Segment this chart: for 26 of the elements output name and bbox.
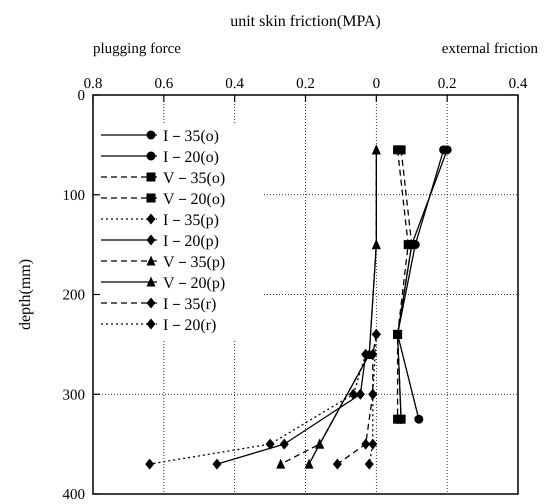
legend-label: I－20(r): [163, 317, 216, 334]
legend-label: I－35(r): [163, 296, 216, 313]
legend-label: I－20(p): [163, 233, 219, 250]
legend-label: V－20(p): [163, 275, 226, 292]
text: external friction: [442, 41, 538, 57]
legend-label: I－35(p): [163, 212, 219, 229]
x-tick-label: 0.8: [84, 76, 102, 92]
y-tick-label: 100: [62, 188, 85, 204]
legend-label: V－35(p): [163, 254, 226, 271]
y-tick-label: 300: [62, 387, 85, 404]
y-tick-label: 200: [62, 288, 85, 304]
y-tick-label: 0: [78, 88, 85, 104]
legend-label: V－20(o): [163, 191, 226, 208]
x-tick-label: 0.2: [438, 76, 457, 92]
x-tick-label: 0.2: [296, 76, 315, 92]
legend-label: V－35(o): [163, 170, 226, 187]
x-tick-label: 0.4: [225, 76, 245, 92]
x-tick-label: 0.4: [508, 76, 528, 92]
legend-label: I－20(o): [163, 149, 219, 166]
legend-label: I－35(o): [163, 128, 219, 145]
x-axis-title: unit skin friction(MPA): [230, 13, 381, 30]
y-tick-label: 400: [62, 487, 85, 503]
y-axis-title: depth(mm): [17, 258, 34, 330]
x-tick-label: 0: [372, 76, 380, 92]
x-tick-label: 0.6: [154, 76, 174, 92]
text: plugging force: [93, 41, 182, 57]
